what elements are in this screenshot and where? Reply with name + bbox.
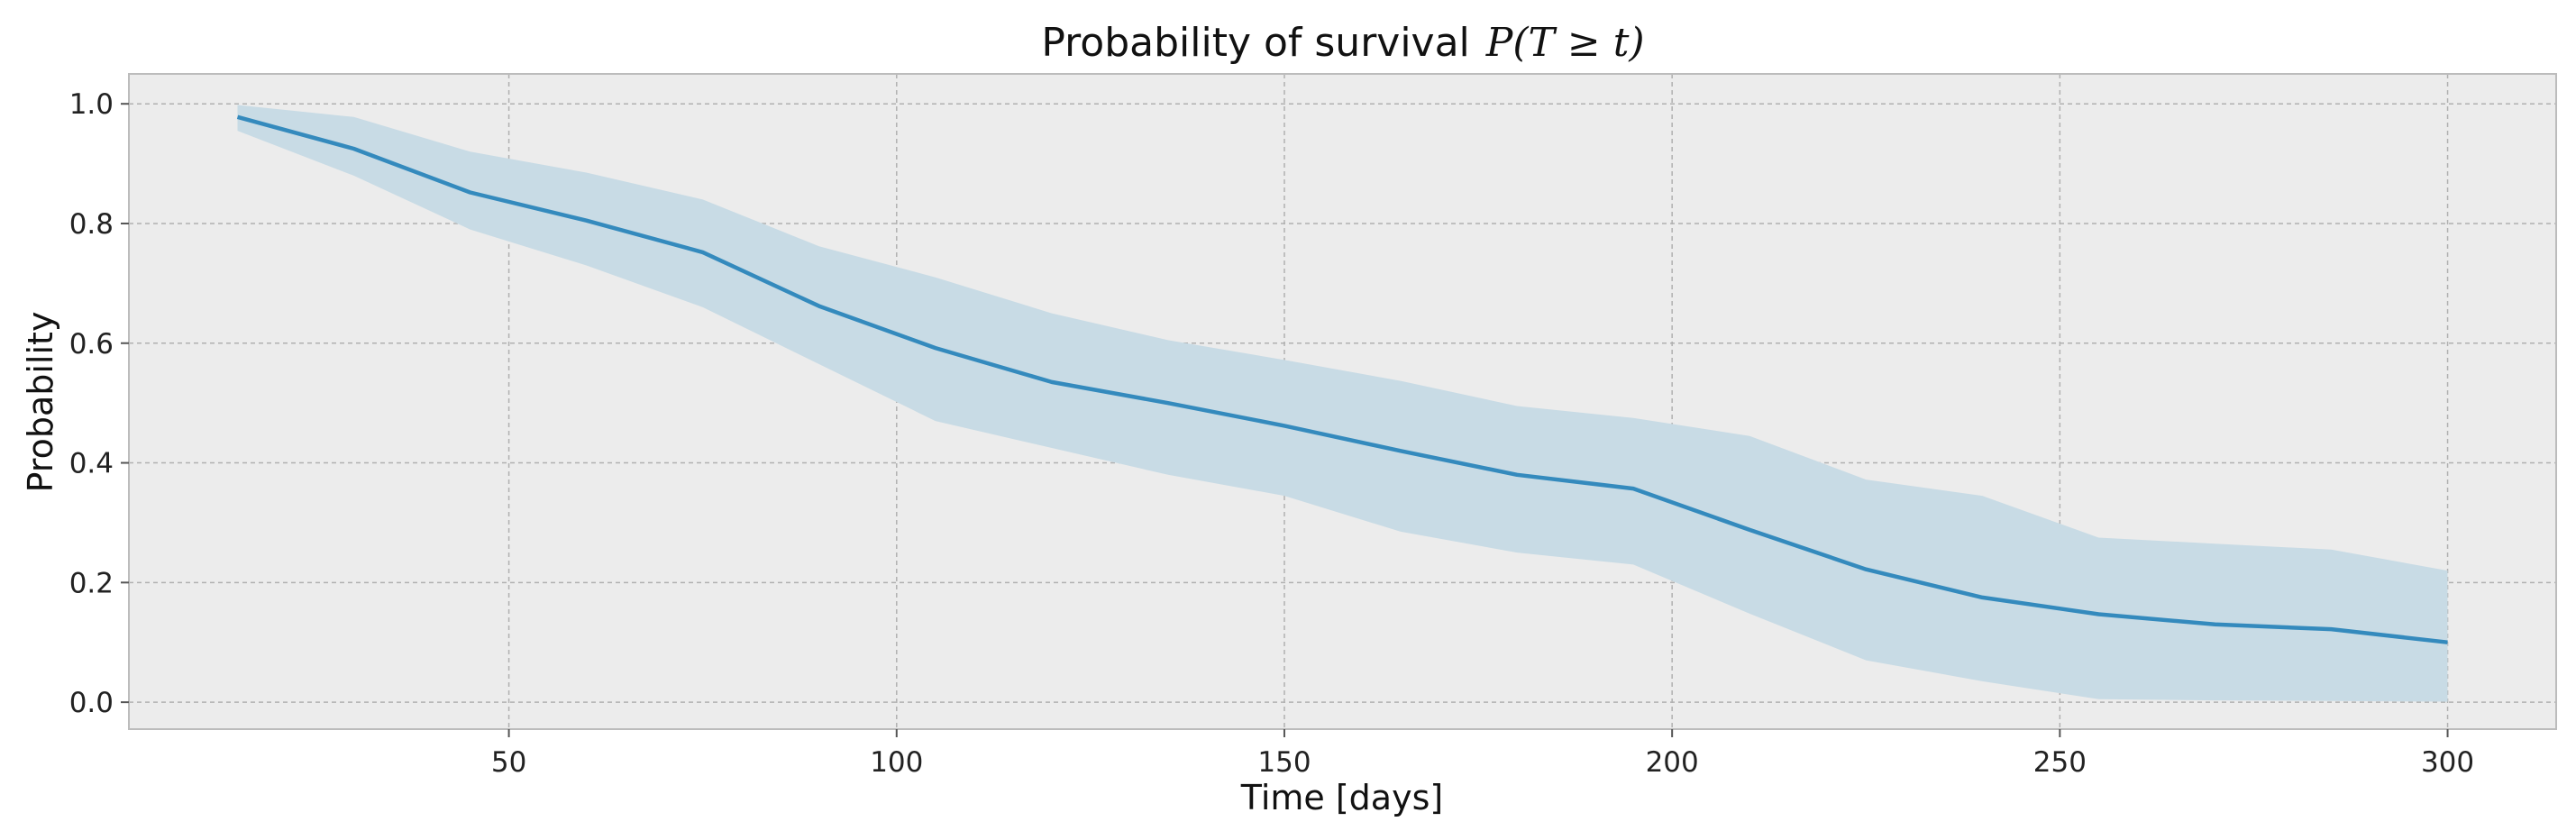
x-tick-label: 250 (2033, 746, 2087, 779)
axis-ticks: 50 100 150 200 250 300 0.0 0.2 0.4 0.6 0.8 1.0 (69, 88, 2474, 779)
x-tick-label: 150 (1257, 746, 1311, 779)
y-tick-label: 1.0 (69, 88, 114, 121)
y-tick-label: 0.2 (69, 567, 114, 599)
x-axis-label: Time [days] (1240, 778, 1443, 817)
x-tick-label: 200 (1646, 746, 1699, 779)
y-axis-label: Probability (21, 312, 60, 493)
x-tick-label: 50 (491, 746, 526, 779)
chart-title-text: Probability of survival (1041, 20, 1469, 66)
plot-frame (128, 73, 2557, 730)
y-tick-label: 0.6 (69, 328, 114, 361)
survival-line (236, 114, 2448, 644)
y-tick-label: 0.4 (69, 448, 114, 480)
chart-title-math: P(T ≥ t) (1485, 20, 1645, 66)
y-tick-label: 0.0 (69, 687, 114, 719)
x-tick-label: 100 (870, 746, 923, 779)
y-tick-label: 0.8 (69, 208, 114, 241)
x-tick-label: 300 (2421, 746, 2474, 779)
confidence-band (237, 105, 2448, 702)
chart-title: Probability of survival P(T ≥ t) (1041, 20, 1644, 66)
